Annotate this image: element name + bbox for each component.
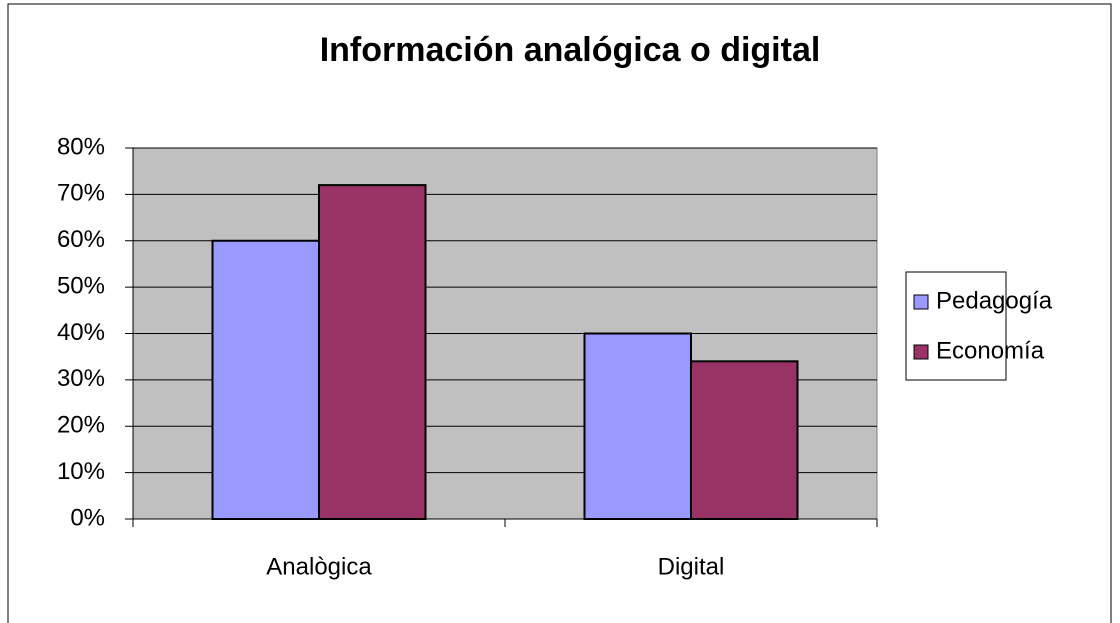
- bar: [318, 184, 427, 520]
- chart-title: Información analógica o digital: [320, 31, 821, 69]
- legend-swatch: [913, 344, 929, 360]
- y-tick-label: 60%: [57, 226, 105, 253]
- bar: [583, 332, 692, 520]
- y-tick-label: 10%: [57, 458, 105, 485]
- y-tick-label: 0%: [70, 504, 105, 531]
- y-tick-label: 80%: [57, 133, 105, 160]
- legend-label: Economía: [936, 337, 1045, 364]
- y-tick-label: 70%: [57, 180, 105, 207]
- bar: [211, 239, 320, 520]
- x-tick-label: Analògica: [266, 553, 372, 580]
- y-tick-label: 20%: [57, 412, 105, 439]
- x-tick-label: Digital: [658, 553, 725, 580]
- y-tick-label: 30%: [57, 365, 105, 392]
- y-tick-label: 40%: [57, 319, 105, 346]
- legend-label: Pedagogía: [936, 287, 1053, 314]
- legend-box: [905, 271, 1007, 381]
- legend-swatch: [913, 294, 929, 310]
- bar: [690, 360, 799, 521]
- y-tick-label: 50%: [57, 272, 105, 299]
